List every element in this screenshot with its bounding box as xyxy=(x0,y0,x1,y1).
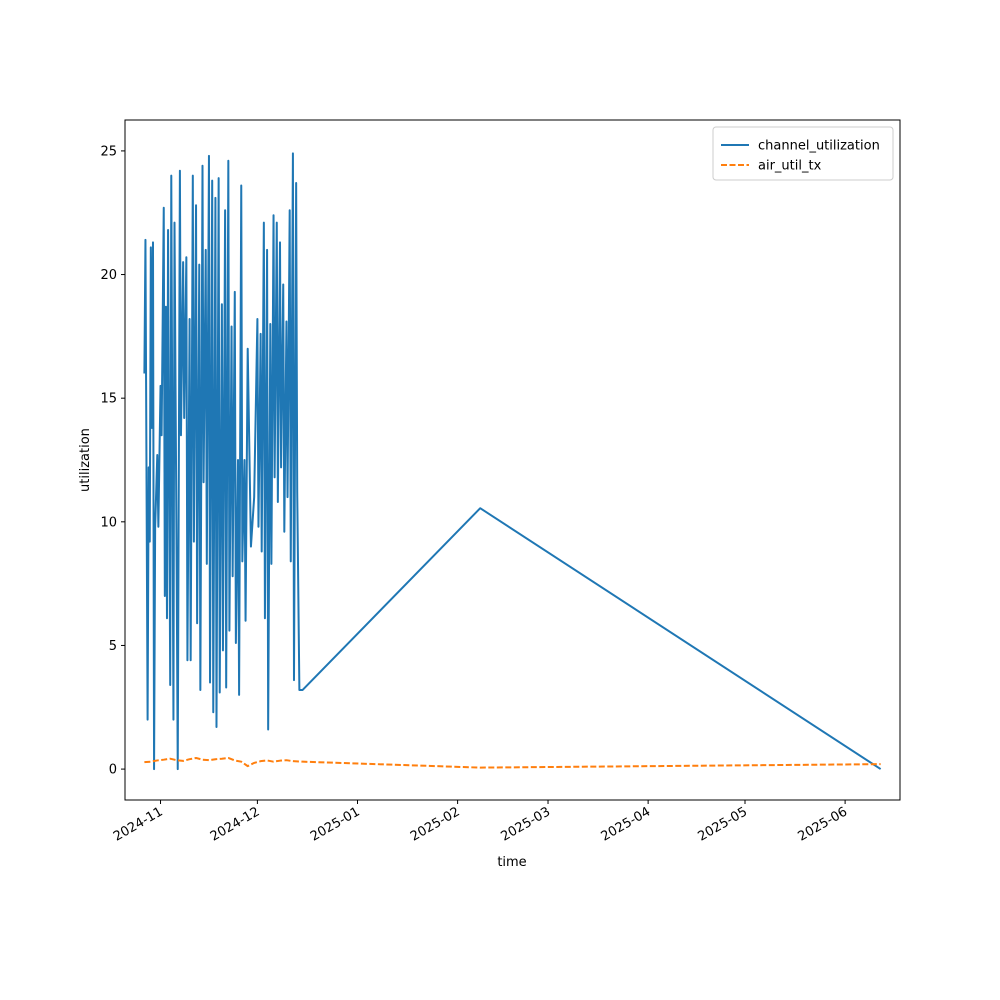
y-tick-label: 20 xyxy=(100,268,117,283)
x-tick-label: 2025-02 xyxy=(408,804,463,844)
x-tick-label: 2024-11 xyxy=(111,804,166,844)
x-axis: 2024-11 2024-12 2025-01 2025-02 2025-03 2025-… xyxy=(111,800,850,845)
series-line-air-util-tx xyxy=(144,756,881,769)
x-axis-label: time xyxy=(497,855,526,870)
y-axis-label: utilization xyxy=(78,428,93,492)
series-line-channel-utilization xyxy=(143,152,882,771)
x-tick-label: 2025-03 xyxy=(498,804,553,844)
legend: channel_utilization air_util_tx xyxy=(712,126,894,181)
x-tick-label: 2025-06 xyxy=(796,804,851,844)
y-tick-label: 10 xyxy=(100,515,117,530)
x-tick-label: 2025-01 xyxy=(308,804,363,844)
legend-box xyxy=(712,126,894,181)
legend-label-channel-utilization: channel_utilization xyxy=(758,139,880,154)
x-tick-label: 2024-12 xyxy=(208,804,263,844)
y-tick-label: 5 xyxy=(109,639,117,654)
y-tick-label: 25 xyxy=(100,144,117,159)
legend-label-air-util-tx: air_util_tx xyxy=(758,159,822,174)
y-axis: 0 5 10 15 20 25 xyxy=(100,144,125,778)
x-tick-label: 2025-05 xyxy=(695,804,750,844)
y-tick-label: 0 xyxy=(109,763,117,778)
y-tick-label: 15 xyxy=(100,392,117,407)
plot-frame xyxy=(124,119,901,801)
x-tick-label: 2025-04 xyxy=(599,804,654,844)
series-layer xyxy=(143,152,882,771)
